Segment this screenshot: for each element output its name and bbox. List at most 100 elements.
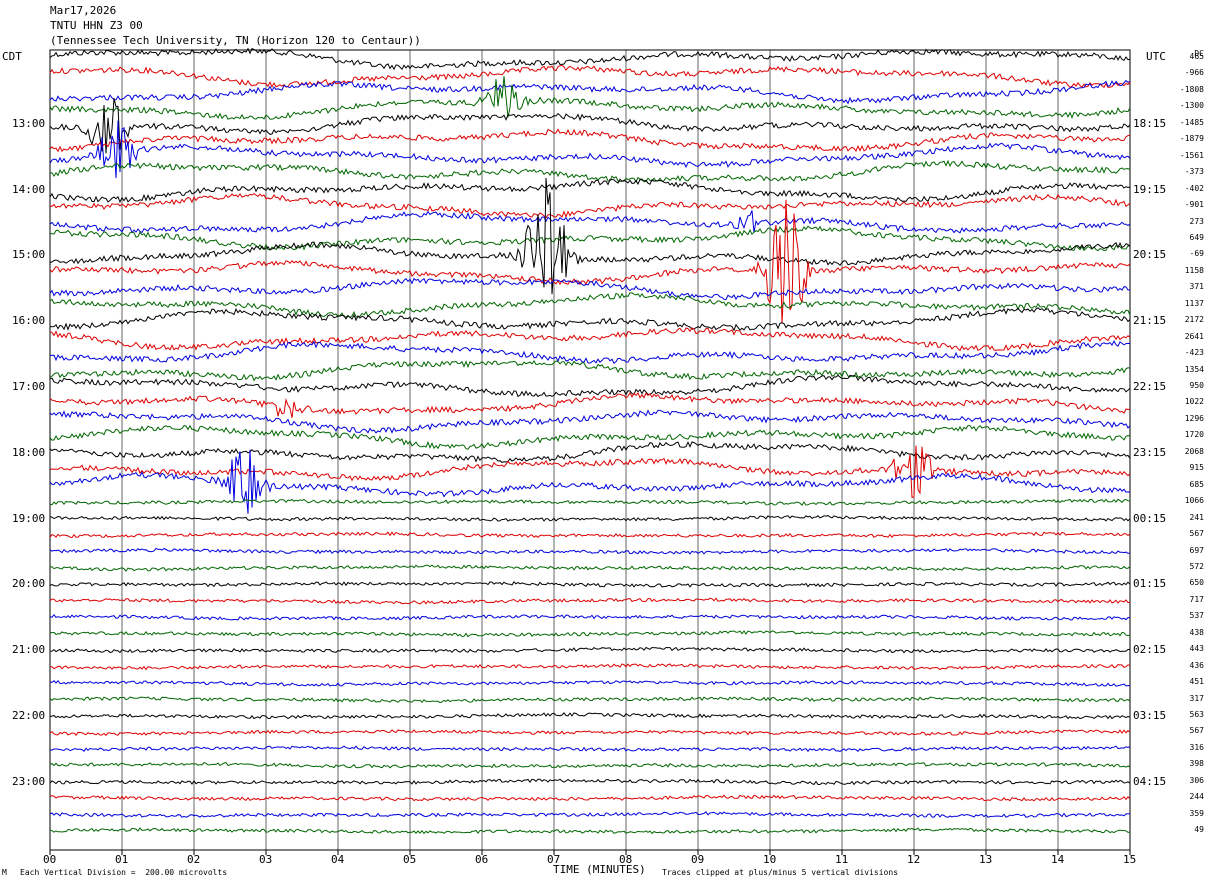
left-time-label: 18:00 bbox=[12, 445, 46, 459]
left-time-label: 14:00 bbox=[12, 182, 46, 196]
seismic-trace bbox=[49, 98, 1131, 154]
seismic-trace bbox=[49, 581, 1131, 588]
seismic-trace bbox=[49, 630, 1131, 638]
dc-offset-label: 567 bbox=[1189, 726, 1204, 736]
right-time-label: 02:15 bbox=[1133, 643, 1167, 657]
seismic-trace bbox=[49, 424, 1131, 450]
seismic-trace bbox=[49, 663, 1131, 671]
seismic-trace bbox=[49, 646, 1131, 654]
clip-note: Traces clipped at plus/minus 5 vertical … bbox=[662, 868, 899, 877]
right-time-label: 20:15 bbox=[1133, 248, 1167, 262]
dc-offset-label: 2172 bbox=[1184, 315, 1204, 325]
dc-offset-label: 244 bbox=[1189, 792, 1204, 802]
dc-offset-label: 567 bbox=[1189, 529, 1204, 539]
dc-offset-label: 2068 bbox=[1184, 446, 1204, 456]
dc-offset-label: 273 bbox=[1189, 216, 1204, 226]
x-tick-label: 02 bbox=[187, 853, 201, 866]
left-time-label: 17:00 bbox=[12, 380, 46, 393]
left-time-label: 23:00 bbox=[12, 774, 46, 788]
dc-offset-label: -1561 bbox=[1179, 150, 1204, 160]
seismic-trace bbox=[49, 761, 1131, 769]
right-timezone-label: UTC bbox=[1146, 50, 1166, 63]
dc-offset-label: 438 bbox=[1189, 627, 1204, 637]
x-tick-label: 06 bbox=[475, 853, 489, 866]
seismic-trace bbox=[49, 680, 1131, 687]
seismic-trace bbox=[49, 79, 1131, 105]
dc-offset-label: -69 bbox=[1189, 249, 1204, 259]
dc-offset-label: 465 bbox=[1189, 52, 1204, 61]
right-time-label: 01:15 bbox=[1133, 577, 1167, 591]
seismic-trace bbox=[49, 292, 1131, 319]
x-tick-label: 09 bbox=[691, 853, 705, 866]
dc-offset-label: 2641 bbox=[1184, 331, 1204, 341]
x-tick-label: 03 bbox=[259, 853, 273, 866]
dc-offset-label: 1354 bbox=[1184, 364, 1204, 374]
left-time-label: 19:00 bbox=[12, 511, 46, 525]
left-time-label: 20:00 bbox=[12, 577, 46, 591]
seismic-trace bbox=[49, 178, 1131, 204]
dc-offset-label: 649 bbox=[1189, 232, 1204, 242]
seismic-trace bbox=[49, 327, 1131, 352]
seismic-trace bbox=[50, 340, 1131, 364]
scale-note: Each Vertical Division = 200.00 microvol… bbox=[20, 868, 228, 877]
x-tick-label: 01 bbox=[115, 853, 129, 866]
dc-offset-label: 685 bbox=[1189, 479, 1204, 489]
x-axis-label: TIME (MINUTES) bbox=[553, 863, 646, 876]
dc-offset-label: 359 bbox=[1189, 808, 1204, 818]
dc-offset-label: -373 bbox=[1184, 167, 1204, 177]
seismic-trace bbox=[49, 177, 1131, 295]
seismic-trace bbox=[49, 159, 1131, 183]
dc-offset-label: 1137 bbox=[1184, 298, 1204, 308]
seismic-trace bbox=[49, 210, 1131, 234]
dc-offset-label: 436 bbox=[1189, 660, 1204, 670]
dc-offset-label: 1158 bbox=[1184, 265, 1204, 275]
x-tick-label: 15 bbox=[1123, 853, 1137, 866]
dc-offset-label: 443 bbox=[1189, 644, 1204, 654]
right-time-label: 23:15 bbox=[1133, 445, 1167, 459]
right-time-label: 04:15 bbox=[1133, 774, 1167, 788]
dc-offset-label: 306 bbox=[1189, 775, 1204, 785]
right-time-label: 21:15 bbox=[1133, 314, 1167, 328]
x-tick-label: 10 bbox=[763, 853, 777, 866]
dc-offset-label: 950 bbox=[1189, 381, 1204, 390]
corner-mark: M bbox=[2, 868, 7, 877]
left-time-label: 22:00 bbox=[12, 709, 46, 722]
seismic-trace bbox=[49, 47, 1131, 71]
seismic-trace bbox=[49, 613, 1131, 621]
dc-offset-label: 451 bbox=[1189, 677, 1204, 687]
seismic-trace bbox=[49, 374, 1131, 398]
dc-offset-label: 563 bbox=[1189, 710, 1204, 719]
dc-offset-label: -901 bbox=[1184, 200, 1204, 210]
seismic-trace bbox=[49, 811, 1131, 818]
right-time-label: 18:15 bbox=[1133, 116, 1167, 130]
dc-offset-label: 1720 bbox=[1184, 430, 1204, 440]
dc-offset-label: 572 bbox=[1189, 561, 1204, 571]
dc-offset-label: 371 bbox=[1189, 282, 1204, 292]
seismic-trace bbox=[49, 498, 1131, 506]
dc-offset-label: 915 bbox=[1189, 463, 1204, 473]
dc-offset-label: 1066 bbox=[1184, 496, 1204, 506]
dc-offset-label: 316 bbox=[1189, 742, 1204, 752]
x-tick-label: 08 bbox=[619, 853, 633, 866]
seismic-trace bbox=[49, 597, 1131, 605]
dc-offset-label: -423 bbox=[1184, 348, 1204, 358]
left-time-label: 16:00 bbox=[12, 314, 46, 328]
left-time-label: 15:00 bbox=[12, 248, 46, 262]
left-time-label: 13:00 bbox=[12, 116, 46, 130]
x-tick-label: 14 bbox=[1051, 853, 1065, 866]
seismic-trace bbox=[49, 712, 1131, 720]
chart-date: Mar17,2026 bbox=[50, 4, 117, 17]
seismic-trace bbox=[49, 445, 1131, 499]
seismic-trace bbox=[49, 192, 1131, 219]
right-time-label: 19:15 bbox=[1133, 182, 1167, 196]
x-tick-label: 12 bbox=[907, 853, 921, 866]
dc-offset-label: -1485 bbox=[1179, 117, 1204, 127]
x-tick-label: 05 bbox=[403, 853, 417, 866]
seismic-trace bbox=[49, 778, 1131, 786]
dc-offset-label: 650 bbox=[1189, 578, 1204, 588]
dc-offset-label: 241 bbox=[1189, 512, 1204, 522]
left-time-label: 21:00 bbox=[12, 643, 46, 657]
chart-subtitle: (Tennessee Tech University, TN (Horizon … bbox=[50, 34, 421, 47]
seismic-trace bbox=[49, 64, 1131, 89]
